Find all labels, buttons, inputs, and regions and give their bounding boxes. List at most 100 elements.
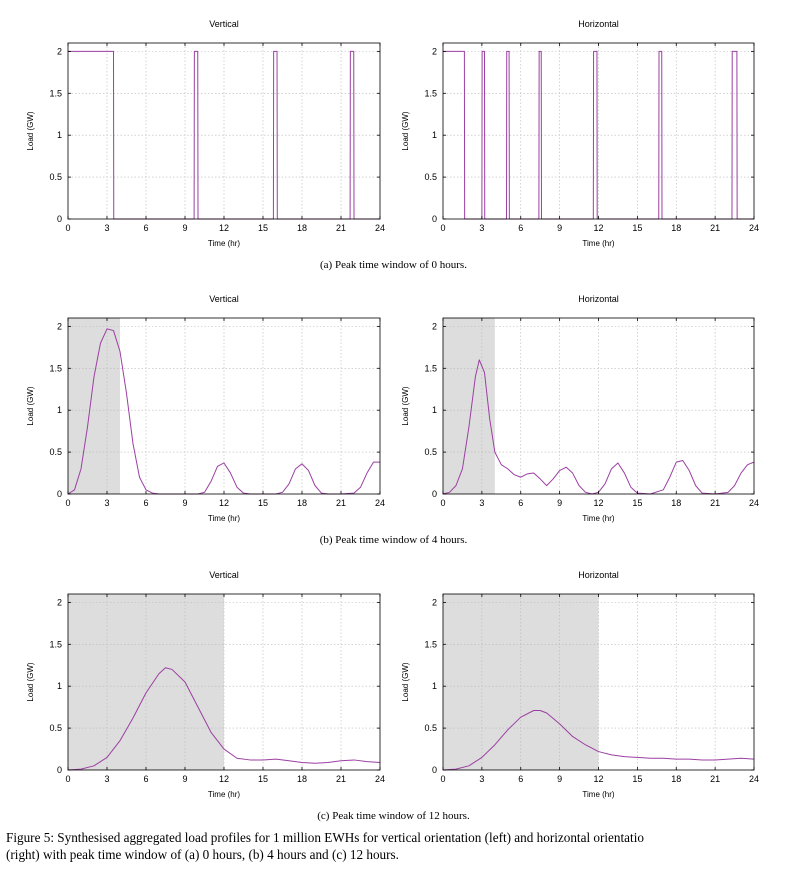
x-tick-label: 21 <box>336 498 346 508</box>
x-tick-label: 12 <box>593 498 603 508</box>
x-tick-label: 9 <box>557 223 562 233</box>
load-series-line <box>67 667 381 771</box>
y-tick-label: 1.5 <box>49 363 62 373</box>
y-tick-label: 0 <box>432 489 437 499</box>
x-tick-label: 15 <box>258 223 268 233</box>
x-tick-label: 6 <box>518 223 523 233</box>
y-tick-label: 1 <box>57 405 62 415</box>
y-tick-label: 1 <box>432 130 437 140</box>
x-tick-label: 24 <box>375 774 385 784</box>
y-tick-label: 1 <box>57 130 62 140</box>
y-tick-label: 2 <box>432 46 437 56</box>
x-tick-label: 3 <box>104 774 109 784</box>
y-tick-label: 0.5 <box>424 447 437 457</box>
x-tick-label: 24 <box>749 498 759 508</box>
chart-b-right: 0 3 6 9 12 15 18 21 24 0 0.5 1 1.5 2 Horizontal Time (h… <box>401 294 759 523</box>
subcaption-b: (b) Peak time window of 4 hours. <box>319 534 468 546</box>
x-tick-label: 12 <box>219 223 229 233</box>
x-axis-label: Time (hr) <box>208 514 240 523</box>
x-tick-label: 6 <box>143 223 148 233</box>
x-tick-label: 24 <box>375 498 385 508</box>
y-axis-label: Load (GW) <box>26 111 35 150</box>
y-tick-label: 2 <box>432 321 437 331</box>
y-tick-label: 0 <box>57 489 62 499</box>
y-axis-label: Load (GW) <box>26 386 35 425</box>
y-tick-label: 0.5 <box>49 723 62 733</box>
y-tick-label: 0 <box>432 214 437 224</box>
y-tick-label: 2 <box>57 46 62 56</box>
x-tick-label: 12 <box>593 223 603 233</box>
x-tick-label: 9 <box>182 223 187 233</box>
x-axis-label: Time (hr) <box>582 514 614 523</box>
figure-caption: Figure 5: Synthesised aggregated load pr… <box>6 829 787 863</box>
chart-a-right: 0 3 6 9 12 15 18 21 24 0 0.5 1 1.5 2 Horizontal Time (h… <box>401 19 759 248</box>
x-tick-label: 21 <box>710 498 720 508</box>
y-tick-label: 0.5 <box>424 172 437 182</box>
subcaption-a: (a) Peak time window of 0 hours. <box>320 259 467 271</box>
x-tick-label: 12 <box>219 774 229 784</box>
x-tick-label: 21 <box>336 223 346 233</box>
x-tick-label: 0 <box>65 498 70 508</box>
x-tick-label: 3 <box>479 498 484 508</box>
chart-title: Horizontal <box>578 294 619 304</box>
x-tick-label: 3 <box>104 498 109 508</box>
x-tick-label: 6 <box>518 774 523 784</box>
x-axis-label: Time (hr) <box>208 239 240 248</box>
x-tick-label: 12 <box>593 774 603 784</box>
chart-c-left: 0 3 6 9 12 15 18 21 24 0 0.5 1 1.5 2 Vertical Time (hr)… <box>26 570 385 799</box>
chart-a-left: 0 3 6 9 12 15 18 21 24 0 0.5 1 1.5 2 Vertical Time (hr)… <box>26 19 385 248</box>
x-tick-label: 18 <box>671 498 681 508</box>
x-tick-label: 18 <box>671 774 681 784</box>
y-tick-label: 1 <box>432 405 437 415</box>
x-tick-label: 6 <box>143 774 148 784</box>
x-tick-label: 0 <box>440 774 445 784</box>
y-tick-label: 0 <box>57 214 62 224</box>
x-tick-label: 3 <box>104 223 109 233</box>
x-axis-label: Time (hr) <box>582 790 614 799</box>
y-tick-label: 2 <box>57 321 62 331</box>
chart-title: Vertical <box>209 19 239 29</box>
chart-title: Horizontal <box>578 19 619 29</box>
x-tick-label: 18 <box>297 498 307 508</box>
chart-title: Vertical <box>209 570 239 580</box>
x-tick-label: 0 <box>65 223 70 233</box>
peak-window-shade <box>68 318 120 494</box>
y-tick-label: 0.5 <box>424 723 437 733</box>
figure-caption-line-1: Figure 5: Synthesised aggregated load pr… <box>6 830 644 845</box>
y-tick-label: 1.5 <box>424 363 437 373</box>
x-tick-label: 0 <box>440 498 445 508</box>
x-tick-label: 9 <box>182 498 187 508</box>
x-tick-label: 15 <box>632 498 642 508</box>
x-tick-label: 6 <box>518 498 523 508</box>
x-tick-label: 24 <box>375 223 385 233</box>
y-axis-label: Load (GW) <box>401 662 410 701</box>
y-axis-label: Load (GW) <box>401 111 410 150</box>
load-series-line <box>442 710 755 771</box>
y-tick-label: 0.5 <box>49 447 62 457</box>
x-tick-label: 24 <box>749 774 759 784</box>
y-tick-label: 1 <box>432 681 437 691</box>
x-tick-label: 6 <box>143 498 148 508</box>
y-axis-label: Load (GW) <box>401 386 410 425</box>
load-series-line <box>442 359 755 495</box>
x-axis-label: Time (hr) <box>208 790 240 799</box>
chart-title: Horizontal <box>578 570 619 580</box>
x-tick-label: 3 <box>479 223 484 233</box>
chart-c-right: 0 3 6 9 12 15 18 21 24 0 0.5 1 1.5 2 Horizontal Time (h… <box>401 570 759 799</box>
x-tick-label: 15 <box>632 774 642 784</box>
x-tick-label: 9 <box>182 774 187 784</box>
y-tick-label: 1.5 <box>49 88 62 98</box>
x-tick-label: 9 <box>557 774 562 784</box>
figure-caption-line-2: (right) with peak time window of (a) 0 h… <box>6 847 399 862</box>
y-tick-label: 1.5 <box>49 639 62 649</box>
x-tick-label: 0 <box>440 223 445 233</box>
x-tick-label: 3 <box>479 774 484 784</box>
x-tick-label: 24 <box>749 223 759 233</box>
x-tick-label: 21 <box>336 774 346 784</box>
chart-b-left: 0 3 6 9 12 15 18 21 24 0 0.5 1 1.5 2 Vertical Time (hr)… <box>26 294 385 523</box>
peak-window-shade <box>443 318 495 494</box>
x-tick-label: 9 <box>557 498 562 508</box>
x-tick-label: 15 <box>258 498 268 508</box>
x-tick-label: 21 <box>710 223 720 233</box>
subcaption-c: (c) Peak time window of 12 hours. <box>317 810 470 822</box>
